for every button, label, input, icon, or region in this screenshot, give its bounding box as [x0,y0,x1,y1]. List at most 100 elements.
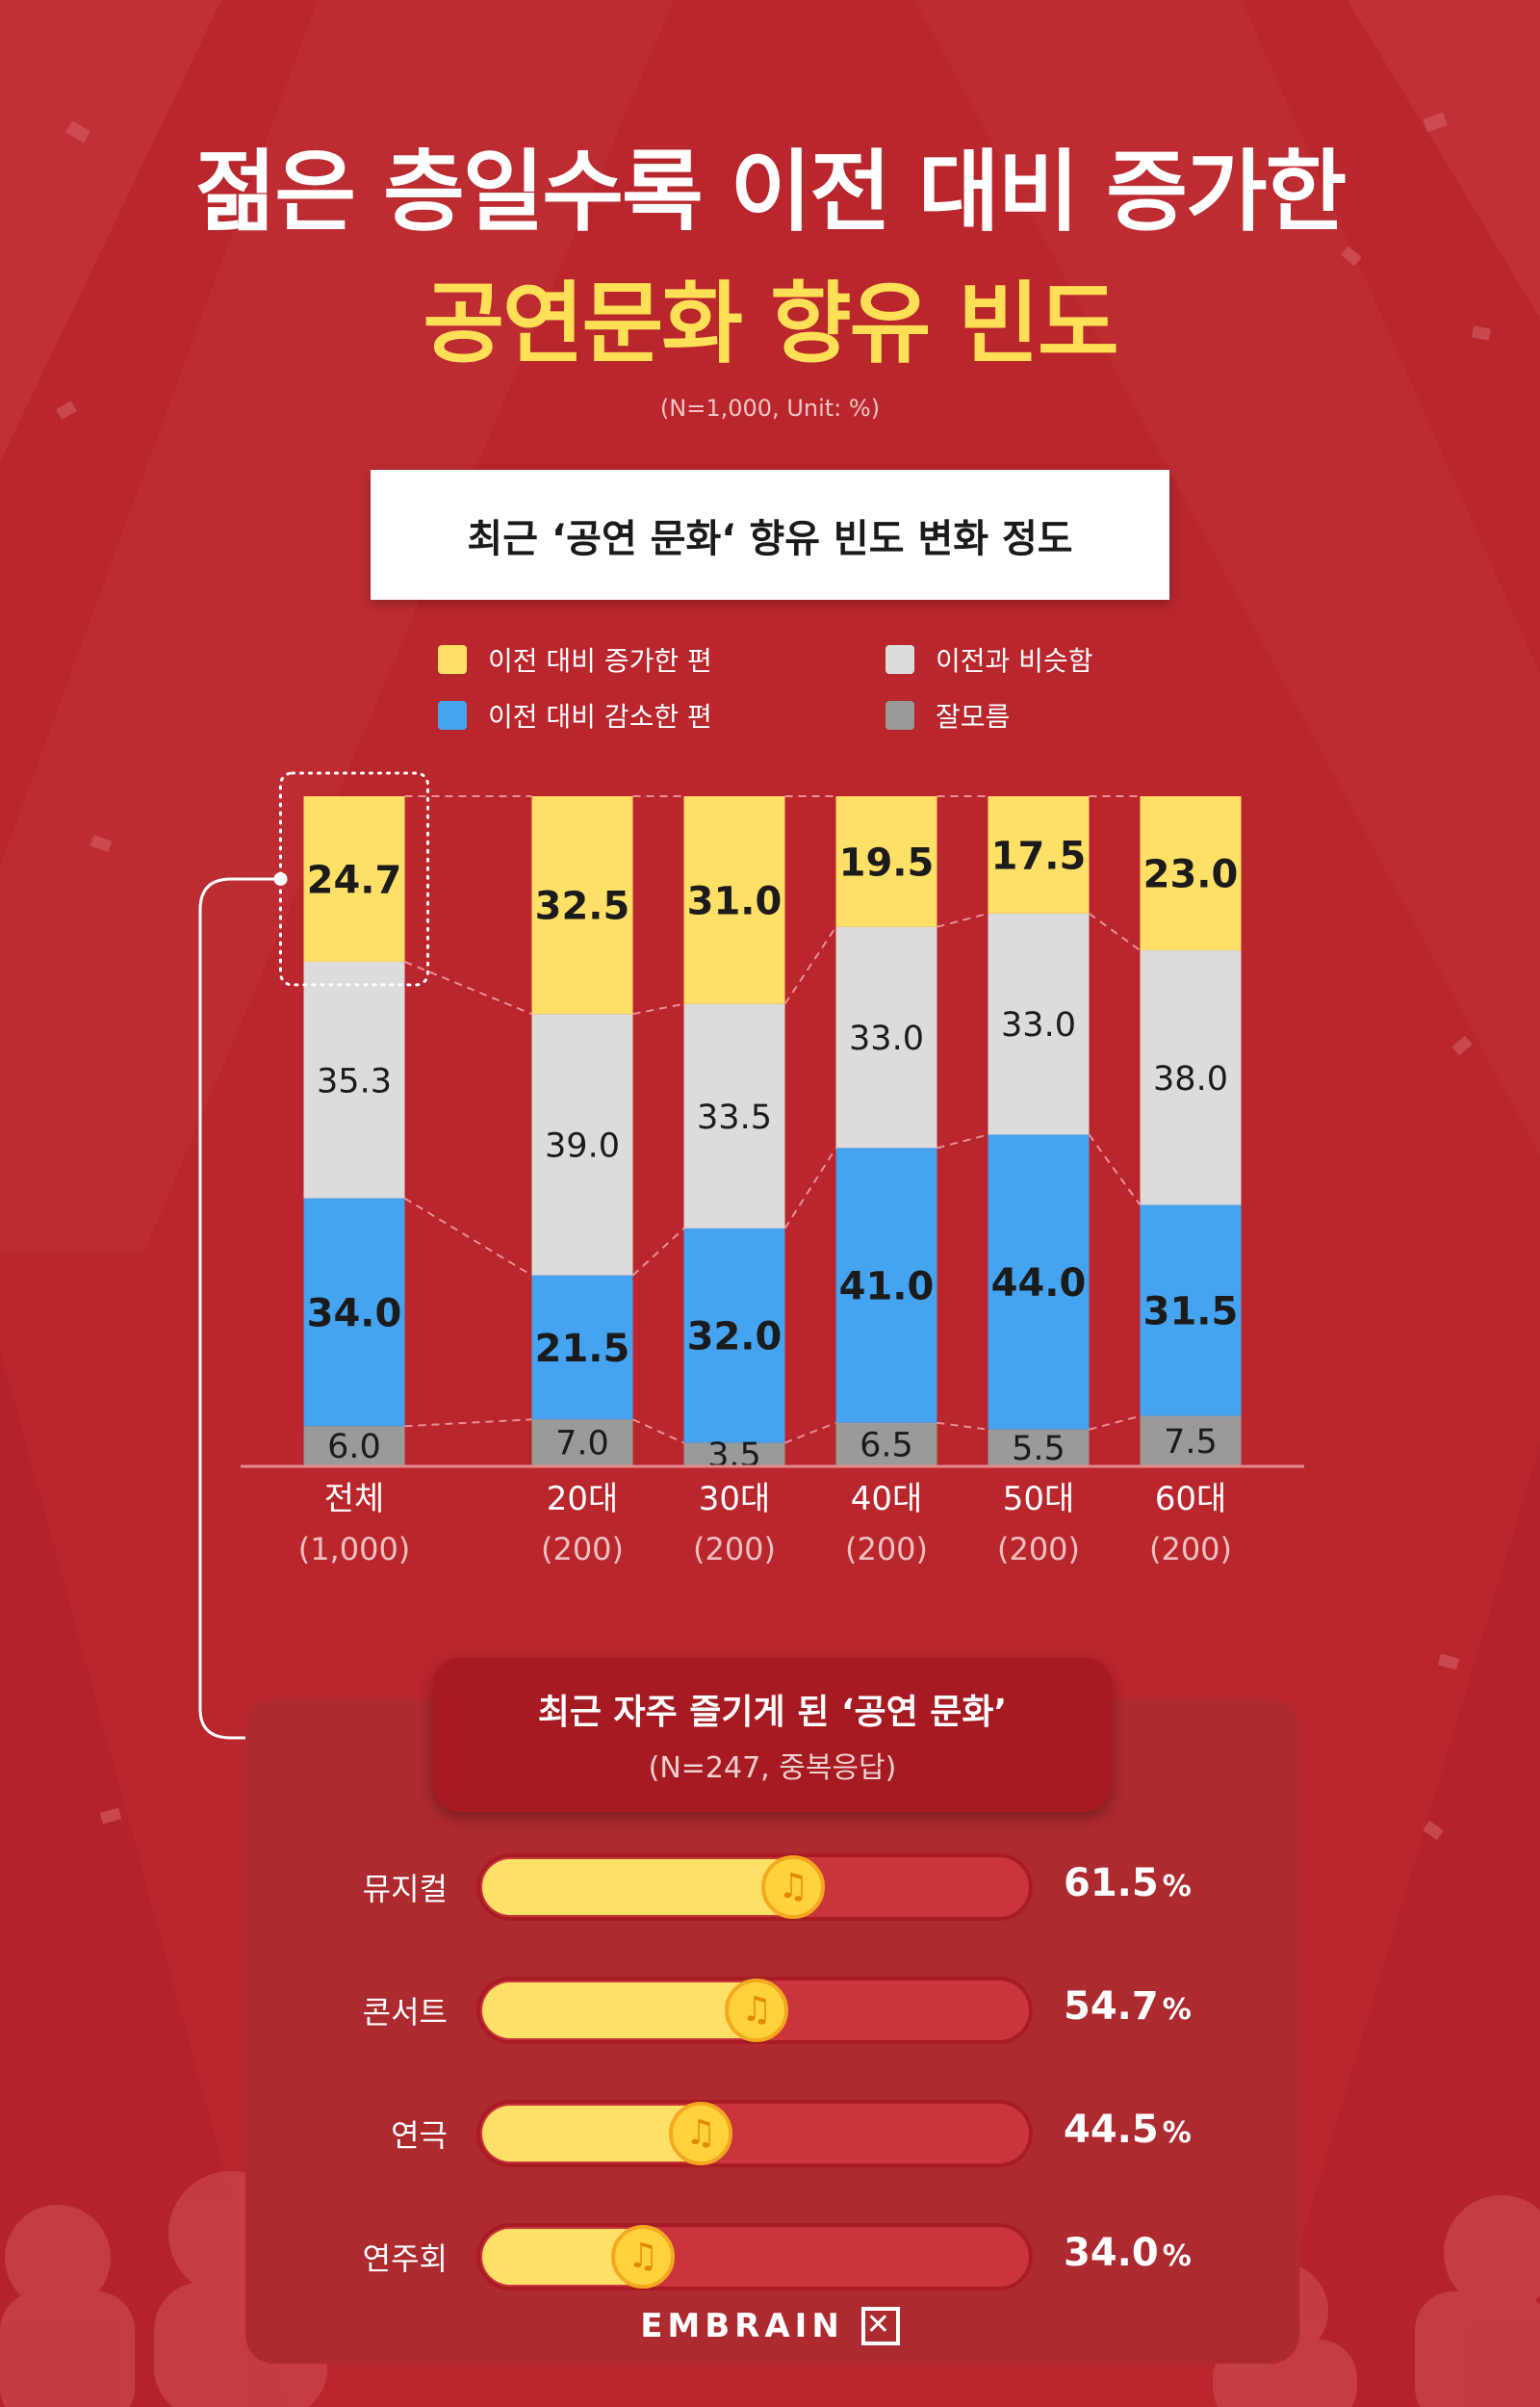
page-title-line2: 공연문화 향유 빈도 [423,272,1118,375]
bar-segment-decreased [1140,1204,1242,1416]
genre-label: 콘서트 [362,1994,448,2031]
connector-line [1089,1414,1141,1431]
genre-bar-row: 뮤지컬 ♫ 61.5% [0,1853,1540,1921]
connector-line [937,1133,988,1150]
highlight-outline [279,771,429,987]
genre-label: 연주회 [362,2240,448,2277]
page-title-line1: 젊은 층일수록 이전 대비 증가한 [194,141,1347,244]
x-tick-count: (1,000) [298,1531,411,1567]
bar-value-label: 7.0 [555,1425,609,1463]
bar-segment-decreased [531,1275,633,1420]
genre-chart-header: 최근 자주 즐기게 된 ‘공연 문화’ (N=247, 중복응답) [433,1658,1112,1812]
bar-value-label: 34.0 [307,1291,402,1335]
x-tick-count: (200) [997,1531,1080,1567]
bar-value-label: 33.0 [1001,1006,1076,1045]
bar-segment-decreased [835,1148,937,1423]
genre-bar-track: ♫ [476,2223,1033,2291]
genre-bar-track: ♫ [476,2100,1033,2167]
connector-line [1088,1133,1142,1206]
bar-segment-unknown [1140,1415,1242,1466]
bar-segment-increased [835,796,937,927]
brand-mark-icon: ✕ [860,2307,900,2345]
sample-note: (N=1,000, Unit: %) [659,395,881,422]
connector-line [404,1418,532,1428]
confetti [56,112,1491,1841]
bar-value-label: 33.0 [849,1020,924,1058]
bar-value-label: 31.5 [1143,1290,1239,1334]
genre-value-number: 61.5 [1064,1861,1159,1905]
legend-item-increased: 이전 대비 증가한 편 [438,640,712,679]
bar-value-label: 21.5 [535,1327,630,1371]
bar-segment-unknown [303,1426,405,1466]
genre-value-unit: % [1162,2239,1192,2273]
bar-segment-similar [531,1014,633,1276]
x-tick-count: (200) [845,1531,928,1567]
genre-chart-subtitle: (N=247, 중복응답) [648,1751,897,1785]
x-tick-count: (200) [1149,1531,1232,1567]
connector-line [632,1002,684,1016]
bar-segment-decreased [303,1198,405,1427]
bar-segment-decreased [683,1228,785,1443]
connector-line [632,1418,684,1444]
brand-name: EMBRAIN [640,2307,844,2345]
bar-value-label: 23.0 [1143,852,1239,896]
x-tick-label: 전체 [324,1480,385,1518]
bar-segment-similar [1140,950,1242,1205]
chart-banner: 최근 ‘공연 문화‘ 향유 빈도 변화 정도 [371,470,1169,600]
bar-value-label: 35.3 [317,1062,392,1100]
genre-value: 61.5% [1064,1861,1192,1905]
music-note-icon: ♫ [669,2102,732,2165]
genre-value-unit: % [1162,1993,1192,2027]
bar-segment-similar [988,913,1090,1135]
bar-segment-increased [303,796,405,962]
legend-label: 잘모름 [936,701,1011,733]
music-note-icon: ♫ [761,1855,825,1919]
legend-label: 이전 대비 감소한 편 [488,701,712,733]
brand-logo: EMBRAIN ✕ [0,2307,1540,2345]
legend-swatch [886,645,914,674]
bar-value-label: 3.5 [707,1436,761,1475]
bar-segment-similar [303,961,405,1199]
bar-value-label: 19.5 [839,841,935,885]
bar-value-label: 31.0 [687,879,783,923]
legend-label: 이전과 비슷함 [936,645,1093,677]
bar-value-label: 41.0 [839,1264,935,1308]
x-tick-count: (200) [693,1531,776,1567]
bar-value-label: 24.7 [307,858,402,902]
x-tick-count: (200) [541,1531,624,1567]
genre-chart-title: 최근 자주 즐기게 된 ‘공연 문화’ [537,1693,1008,1732]
genre-bar-track: ♫ [476,1853,1033,1921]
genre-label: 연극 [391,2117,448,2154]
connector-line [784,1421,836,1444]
chart-banner-title: 최근 ‘공연 문화‘ 향유 빈도 변화 정도 [467,516,1073,561]
genre-value-unit: % [1162,2116,1192,2150]
legend-swatch [438,701,467,730]
bar-segment-similar [683,1003,785,1229]
connector-line [937,912,988,928]
legend-item-unknown: 잘모름 [886,696,1010,735]
genre-value: 54.7% [1064,1984,1192,2029]
legend-swatch [886,701,914,730]
bar-value-label: 5.5 [1012,1430,1065,1468]
bar-value-label: 32.0 [687,1315,783,1359]
bar-segment-unknown [988,1429,1090,1466]
bar-value-label: 33.5 [697,1099,772,1137]
x-tick-label: 20대 [547,1480,619,1518]
legend: 이전 대비 증가한 편 이전과 비슷함 이전 대비 감소한 편 잘모름 [438,640,1169,746]
x-tick-label: 60대 [1155,1480,1227,1518]
bar-segment-similar [835,926,937,1149]
bar-value-label: 39.0 [545,1127,620,1166]
connector-line [783,1147,837,1229]
genre-bar-track: ♫ [476,1977,1033,2044]
bar-value-label: 6.0 [327,1428,381,1466]
bar-segment-increased [1140,796,1242,951]
connector-line [1088,912,1142,951]
genre-value-number: 54.7 [1064,1984,1159,2029]
genre-bar-row: 콘서트 ♫ 54.7% [0,1977,1540,2044]
callout-arrow [198,877,310,1740]
bar-value-label: 6.5 [860,1426,913,1464]
x-tick-label: 50대 [1003,1480,1075,1518]
connector-line [404,960,532,1016]
genre-value-number: 44.5 [1064,2108,1159,2152]
